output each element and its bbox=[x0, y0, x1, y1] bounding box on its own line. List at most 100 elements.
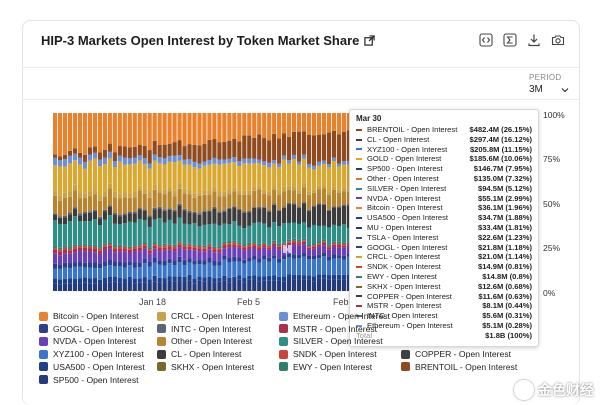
bar-segment-intc[interactable] bbox=[177, 203, 182, 206]
bar-segment-brentoil[interactable] bbox=[252, 137, 257, 159]
bar-segment-mstr[interactable] bbox=[237, 245, 242, 248]
bar-segment-sp500[interactable] bbox=[321, 278, 327, 291]
bar-segment-usa500[interactable] bbox=[301, 275, 307, 280]
bar-segment-googl[interactable] bbox=[97, 263, 102, 269]
bar-segment-usa500[interactable] bbox=[217, 277, 222, 282]
bar-segment-usa500[interactable] bbox=[157, 277, 162, 283]
bar-segment-intc[interactable] bbox=[197, 213, 202, 215]
bar-segment-other[interactable] bbox=[72, 190, 78, 208]
bar-segment-cl[interactable] bbox=[77, 215, 83, 221]
bar-segment-sp500[interactable] bbox=[112, 281, 117, 291]
bar-segment-mstr[interactable] bbox=[152, 245, 157, 249]
bar-segment-sp500[interactable] bbox=[217, 281, 222, 291]
bar-segment-gold[interactable] bbox=[232, 162, 237, 188]
bar-segment-gold[interactable] bbox=[182, 164, 187, 189]
legend-item-nvda[interactable]: NVDA - Open Interest bbox=[39, 336, 136, 346]
bar-segment-usa500[interactable] bbox=[326, 275, 332, 280]
bar-segment-usa500[interactable] bbox=[212, 278, 217, 283]
bar-segment-usa500[interactable] bbox=[257, 276, 262, 282]
bar-segment-ethereum[interactable] bbox=[172, 155, 177, 162]
bar-segment-intc[interactable] bbox=[287, 202, 292, 205]
bar-segment-silver[interactable] bbox=[237, 225, 242, 243]
bar-segment-googl[interactable] bbox=[257, 258, 262, 263]
bar-segment-xyz100[interactable] bbox=[202, 264, 207, 278]
bar-segment-xyz100[interactable] bbox=[167, 263, 172, 277]
bar-segment-brentoil[interactable] bbox=[57, 156, 63, 161]
bar-segment-gold[interactable] bbox=[272, 163, 277, 186]
bar-segment-ewy[interactable] bbox=[341, 242, 346, 245]
bar-segment-other[interactable] bbox=[336, 192, 341, 207]
bar-segment-xyz100[interactable] bbox=[177, 262, 182, 277]
bar-segment-sndk[interactable] bbox=[87, 246, 93, 249]
bar-segment-mstr[interactable] bbox=[277, 246, 282, 250]
bar-segment-sp500[interactable] bbox=[267, 280, 272, 291]
bar-segment-ethereum[interactable] bbox=[247, 158, 252, 164]
bar-segment-intc[interactable] bbox=[282, 206, 287, 208]
bar-segment-crcl[interactable] bbox=[257, 185, 262, 190]
bar-segment-sp500[interactable] bbox=[57, 284, 63, 291]
bar-segment-googl[interactable] bbox=[316, 254, 322, 259]
bar-segment-silver[interactable] bbox=[62, 224, 68, 246]
bar-segment-cl[interactable] bbox=[267, 211, 272, 228]
bar-segment-other[interactable] bbox=[132, 197, 137, 212]
bar-segment-nvda[interactable] bbox=[292, 244, 297, 255]
bar-segment-bitcoin[interactable] bbox=[152, 113, 157, 141]
bar-segment-usa500[interactable] bbox=[296, 274, 302, 280]
bar-segment-sp500[interactable] bbox=[292, 279, 297, 291]
bar-segment-sp500[interactable] bbox=[147, 283, 152, 291]
bar-segment-cl[interactable] bbox=[97, 218, 102, 226]
bar-segment-cl[interactable] bbox=[301, 203, 307, 223]
bar-segment-xyz100[interactable] bbox=[237, 261, 242, 276]
bar-segment-usa500[interactable] bbox=[232, 276, 237, 282]
bar-segment-bitcoin[interactable] bbox=[336, 113, 341, 135]
bar-segment-cl[interactable] bbox=[122, 215, 127, 224]
bar-segment-ewy[interactable] bbox=[287, 239, 292, 242]
bar-segment-mstr[interactable] bbox=[92, 248, 98, 253]
bar-segment-intc[interactable] bbox=[162, 209, 167, 211]
bar-segment-nvda[interactable] bbox=[137, 251, 142, 263]
bar-segment-cl[interactable] bbox=[107, 206, 112, 216]
bar-segment-bitcoin[interactable] bbox=[132, 113, 137, 147]
bar-segment-googl[interactable] bbox=[112, 261, 117, 267]
bar-segment-cl[interactable] bbox=[87, 212, 93, 222]
bar-segment-bitcoin[interactable] bbox=[97, 113, 102, 153]
bar-segment-sp500[interactable] bbox=[282, 281, 287, 291]
bar-segment-googl[interactable] bbox=[67, 263, 73, 269]
bar-segment-sndk[interactable] bbox=[117, 246, 122, 249]
bar-segment-googl[interactable] bbox=[162, 260, 167, 266]
bar-segment-crcl[interactable] bbox=[152, 184, 157, 190]
bar-segment-silver[interactable] bbox=[177, 217, 182, 242]
bar-segment-gold[interactable] bbox=[127, 164, 132, 194]
bar-segment-gold[interactable] bbox=[296, 164, 302, 191]
bar-segment-nvda[interactable] bbox=[202, 251, 207, 261]
bar-segment-ewy[interactable] bbox=[267, 244, 272, 246]
bar-segment-other[interactable] bbox=[202, 194, 207, 211]
bar-segment-cl[interactable] bbox=[172, 211, 177, 224]
bar-segment-nvda[interactable] bbox=[67, 253, 73, 264]
bar-segment-googl[interactable] bbox=[72, 262, 78, 267]
bar-segment-silver[interactable] bbox=[82, 221, 88, 244]
bar-segment-mstr[interactable] bbox=[112, 248, 117, 253]
bar-segment-ethereum[interactable] bbox=[62, 159, 68, 167]
bar-segment-gold[interactable] bbox=[117, 161, 122, 194]
bar-segment-silver[interactable] bbox=[272, 222, 277, 241]
bar-segment-other[interactable] bbox=[311, 192, 317, 206]
bar-segment-xyz100[interactable] bbox=[346, 256, 351, 275]
bar-segment-cl[interactable] bbox=[262, 207, 267, 224]
bar-segment-sndk[interactable] bbox=[53, 248, 58, 250]
bar-segment-usa500[interactable] bbox=[272, 275, 277, 281]
bar-segment-crcl[interactable] bbox=[67, 191, 73, 197]
bar-segment-other[interactable] bbox=[197, 195, 202, 214]
bar-segment-other[interactable] bbox=[172, 196, 177, 210]
bar-segment-other[interactable] bbox=[192, 197, 197, 212]
bar-segment-nvda[interactable] bbox=[172, 251, 177, 261]
bar-segment-gold[interactable] bbox=[122, 164, 127, 194]
bar-segment-brentoil[interactable] bbox=[282, 133, 287, 156]
bar-segment-cl[interactable] bbox=[316, 204, 322, 226]
bar-segment-xyz100[interactable] bbox=[227, 262, 232, 278]
bar-segment-sndk[interactable] bbox=[267, 245, 272, 248]
bar-segment-ethereum[interactable] bbox=[292, 154, 297, 160]
bar-segment-mstr[interactable] bbox=[326, 247, 332, 250]
bar-segment-nvda[interactable] bbox=[301, 244, 307, 254]
bar-segment-bitcoin[interactable] bbox=[167, 113, 172, 144]
